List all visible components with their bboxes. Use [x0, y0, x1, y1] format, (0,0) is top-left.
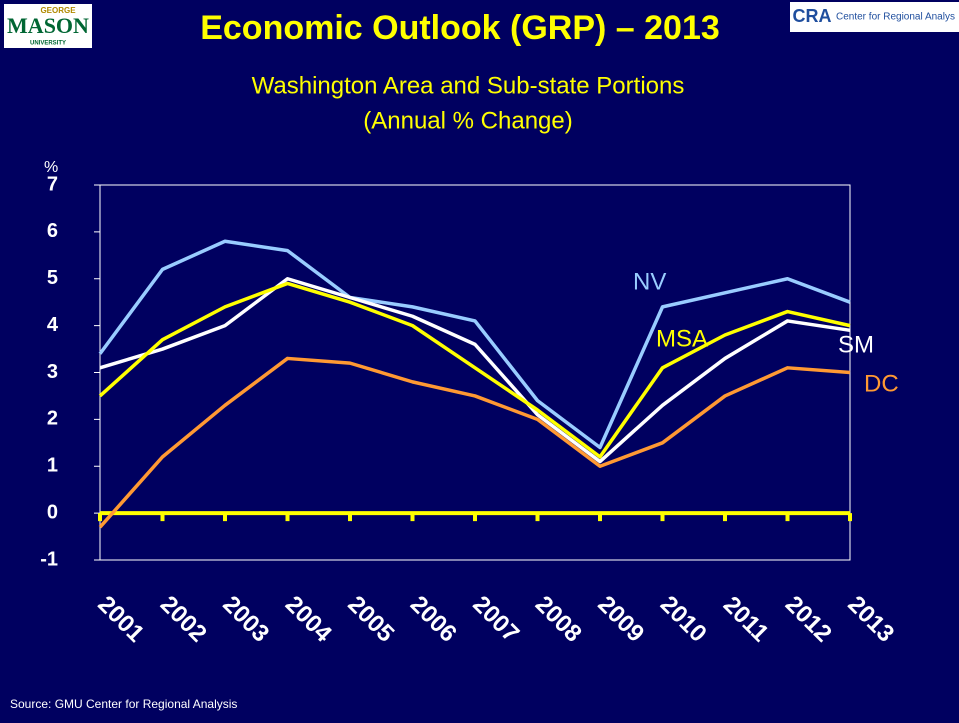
- y-tick-label: 3: [47, 361, 58, 383]
- series-line: [98, 281, 851, 459]
- subtitle: (Annual % Change): [363, 107, 572, 134]
- series-label: DC: [864, 370, 899, 397]
- series-label: SM: [838, 331, 874, 358]
- y-axis-label: %: [44, 159, 58, 176]
- y-tick-label: 7: [47, 173, 58, 195]
- y-tick-label: 1: [47, 455, 58, 477]
- logo-right: CRA: [793, 6, 832, 26]
- series-line: [99, 277, 851, 464]
- y-tick-label: 2: [47, 408, 58, 430]
- series-label: NV: [633, 268, 666, 295]
- logo-left-box: [4, 4, 92, 48]
- logo-left: MASON: [7, 13, 89, 38]
- series-line: [98, 239, 851, 450]
- y-tick-label: 4: [47, 314, 59, 336]
- series-label: MSA: [656, 325, 708, 352]
- logo-right-box: [790, 2, 959, 32]
- chart-title: Economic Outlook (GRP) – 2013: [200, 9, 720, 47]
- y-tick-label: -1: [40, 548, 58, 570]
- logo-right-text: Center for Regional Analys: [836, 12, 955, 23]
- series-line: [98, 356, 851, 529]
- y-tick-label: 5: [47, 267, 58, 289]
- y-tick-label: 6: [47, 220, 58, 242]
- logo-left-bottom: UNIVERSITY: [30, 41, 66, 47]
- source: Source: GMU Center for Regional Analysis: [10, 697, 237, 711]
- y-tick-label: 0: [47, 501, 58, 523]
- logo-left-top: GEORGE: [40, 6, 76, 15]
- subtitle: Washington Area and Sub-state Portions: [252, 72, 685, 99]
